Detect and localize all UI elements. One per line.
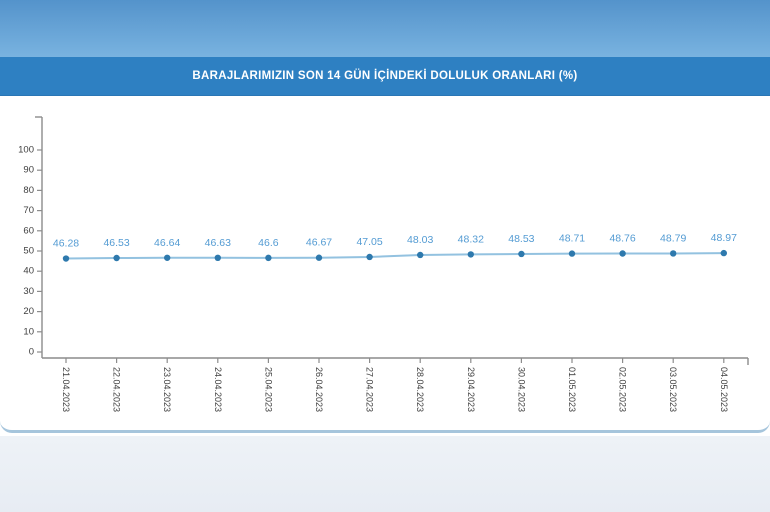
data-point-label: 46.67 [306,237,332,249]
x-tick-label: 22.04.2023 [112,367,122,412]
data-point [366,253,373,261]
y-tick-label: 30 [23,286,34,297]
chart-panel: 0 10 20 30 40 50 60 70 80 90 100 21.04.2023 22.04.20… [0,96,770,433]
footer-background [0,436,770,512]
x-tick-label: 01.05.2023 [567,367,577,412]
data-point [62,255,70,262]
y-tick-label: 40 [23,266,34,277]
top-gradient [0,0,770,57]
chart-title: BARAJLARIMIZIN SON 14 GÜN İÇİNDEKİ DOLUL… [192,70,578,82]
x-tick-label: 27.04.2023 [365,367,375,412]
data-point-label: 46.6 [258,237,279,249]
x-tick-label: 03.05.2023 [668,367,678,412]
x-tick-label: 04.05.2023 [719,367,729,412]
data-point-label: 46.28 [53,238,79,250]
data-point-label: 46.63 [205,237,231,249]
data-point-label: 47.05 [356,236,382,248]
data-point [113,254,120,262]
x-tick-label: 30.04.2023 [516,367,526,412]
data-point-label: 48.32 [458,233,484,245]
dam-fill-line-chart: 0 10 20 30 40 50 60 70 80 90 100 21.04.2023 22.04.20… [18,116,749,412]
data-point-label: 48.03 [407,234,433,246]
y-tick-label: 80 [23,185,34,196]
y-tick-label: 50 [23,246,34,257]
y-tick-label: 20 [23,306,34,317]
y-tick-label: 70 [23,205,34,216]
data-point [417,251,424,259]
data-point [164,254,171,261]
chart-title-banner: BARAJLARIMIZIN SON 14 GÜN İÇİNDEKİ DOLUL… [0,57,770,96]
y-tick-label: 100 [18,145,34,156]
series-line [65,252,725,260]
data-point-label: 46.53 [103,237,129,249]
x-tick-label: 21.04.2023 [61,367,71,412]
y-tick-label: 0 [29,347,34,358]
x-tick-label: 25.04.2023 [263,367,273,412]
data-point [518,250,525,258]
y-tick-label: 60 [23,225,34,236]
data-point [670,250,677,257]
data-point [315,254,323,261]
data-point [720,249,727,257]
data-point-label: 48.79 [660,232,686,244]
data-point [265,254,272,262]
data-point-label: 48.97 [711,232,737,244]
x-tick-label: 23.04.2023 [162,367,172,412]
data-point [214,254,221,262]
data-point-label: 48.71 [559,233,585,245]
data-point-label: 48.53 [508,233,534,245]
data-point [568,250,576,257]
y-tick-label: 90 [23,165,34,176]
x-tick-label: 29.04.2023 [466,367,476,412]
x-tick-label: 24.04.2023 [213,367,223,412]
data-point [619,250,626,257]
data-point-label: 48.76 [609,233,635,245]
x-tick-label: 02.05.2023 [618,367,628,412]
data-point-label: 46.64 [154,237,180,249]
data-point [467,251,474,258]
y-tick-label: 10 [23,326,34,337]
x-tick-label: 26.04.2023 [314,367,324,412]
x-tick-label: 28.04.2023 [415,367,425,412]
